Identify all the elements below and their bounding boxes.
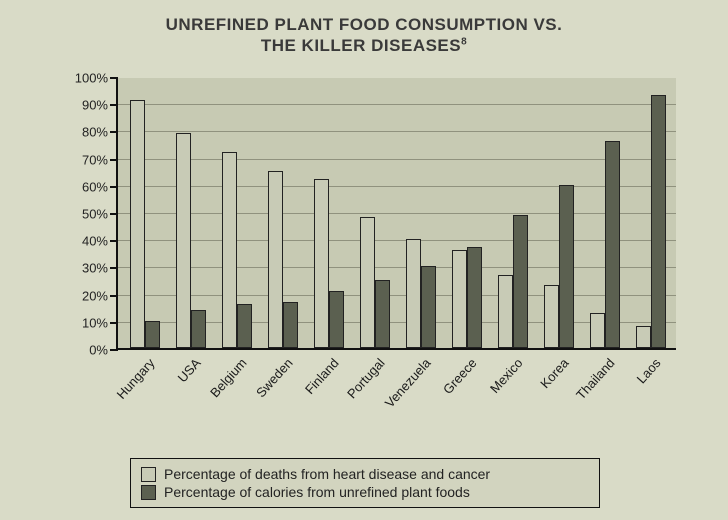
x-axis-label: Greece [440,355,480,397]
bar-deaths [498,275,513,348]
gridline [118,295,676,296]
x-axis-label: Finland [302,355,342,397]
y-tick [110,77,118,79]
y-tick [110,186,118,188]
x-axis-label: USA [175,355,204,385]
x-axis-label: Mexico [487,355,526,396]
bar-deaths [636,326,651,348]
y-tick [110,240,118,242]
y-tick [110,349,118,351]
bar-deaths [360,217,375,348]
x-axis-label: Thailand [573,355,618,402]
bar-deaths [176,133,191,348]
legend-item-deaths: Percentage of deaths from heart disease … [141,465,589,483]
bar-calories [329,291,344,348]
y-axis-label: 10% [82,315,108,330]
y-axis-label: 0% [89,343,108,358]
legend-swatch-calories [141,485,156,500]
y-axis-label: 20% [82,288,108,303]
bar-calories [283,302,298,348]
bar-calories [237,304,252,348]
gridline [118,131,676,132]
bar-deaths [314,179,329,348]
y-axis-label: 30% [82,261,108,276]
gridline [118,267,676,268]
bar-deaths [222,152,237,348]
bar-calories [145,321,160,348]
x-axis-label: Hungary [114,355,158,402]
x-axis-label: Portugal [344,355,388,401]
bar-deaths [130,100,145,348]
legend-label-deaths: Percentage of deaths from heart disease … [164,466,490,482]
x-axis-label: Belgium [207,355,250,400]
bar-deaths [590,313,605,348]
y-axis-label: 80% [82,125,108,140]
y-tick [110,295,118,297]
y-axis-label: 40% [82,234,108,249]
x-axis-label: Laos [634,355,664,386]
y-axis-label: 50% [82,207,108,222]
title-line-2: THE KILLER DISEASES8 [0,35,728,56]
bar-deaths [406,239,421,348]
x-axis-label: Venezuela [382,355,434,410]
plot-area: 0%10%20%30%40%50%60%70%80%90%100%Hungary… [56,78,696,388]
bar-calories [559,185,574,348]
bar-calories [513,215,528,348]
y-axis-label: 90% [82,98,108,113]
y-axis-label: 60% [82,179,108,194]
legend-item-calories: Percentage of calories from unrefined pl… [141,483,589,501]
y-tick [110,213,118,215]
gridline [118,104,676,105]
title-superscript: 8 [461,37,467,48]
y-axis-label: 70% [82,152,108,167]
y-tick [110,267,118,269]
bar-calories [375,280,390,348]
y-tick [110,131,118,133]
gridline [118,240,676,241]
legend: Percentage of deaths from heart disease … [130,458,600,508]
chart-title: UNREFINED PLANT FOOD CONSUMPTION VS. THE… [0,0,728,57]
bar-deaths [544,285,559,348]
legend-label-calories: Percentage of calories from unrefined pl… [164,484,470,500]
legend-swatch-deaths [141,467,156,482]
bar-deaths [268,171,283,348]
title-line-1: UNREFINED PLANT FOOD CONSUMPTION VS. [0,14,728,35]
y-tick [110,322,118,324]
x-axis-label: Korea [537,355,571,391]
bar-calories [421,266,436,348]
bar-calories [191,310,206,348]
bar-calories [651,95,666,348]
bar-calories [467,247,482,348]
bar-deaths [452,250,467,348]
x-axis-label: Sweden [253,355,296,400]
y-tick [110,104,118,106]
y-axis-label: 100% [75,71,108,86]
bar-calories [605,141,620,348]
title-line-2-text: THE KILLER DISEASES [261,36,461,55]
y-tick [110,159,118,161]
gridline [118,213,676,214]
gridline [118,159,676,160]
chart-plot: 0%10%20%30%40%50%60%70%80%90%100%Hungary… [116,78,676,350]
gridline [118,186,676,187]
